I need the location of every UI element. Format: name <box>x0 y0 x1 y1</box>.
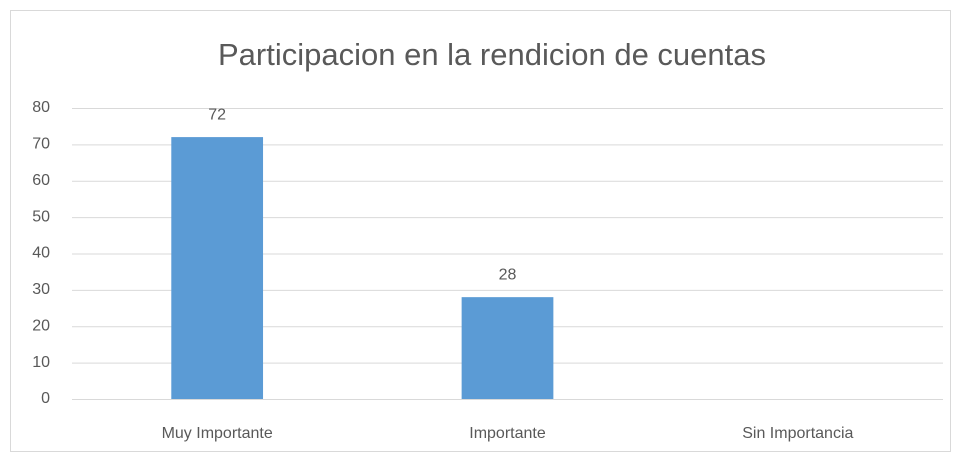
y-tick-label: 10 <box>32 354 50 371</box>
data-label: 72 <box>208 106 226 123</box>
y-tick-label: 60 <box>32 172 50 189</box>
y-tick-label: 50 <box>32 208 50 225</box>
bar <box>171 137 264 399</box>
x-tick-label: Muy Importante <box>162 425 273 442</box>
y-tick-label: 0 <box>41 390 50 407</box>
y-tick-label: 40 <box>32 245 50 262</box>
y-tick-label: 80 <box>32 99 50 116</box>
x-tick-label: Importante <box>469 425 546 442</box>
y-tick-label: 30 <box>32 281 50 298</box>
bar <box>461 297 554 399</box>
data-label: 28 <box>499 266 517 283</box>
chart-title: Participacion en la rendicion de cuentas <box>218 37 766 72</box>
x-tick-label: Sin Importancia <box>742 425 853 442</box>
y-tick-label: 20 <box>32 317 50 334</box>
y-tick-label: 70 <box>32 136 50 153</box>
